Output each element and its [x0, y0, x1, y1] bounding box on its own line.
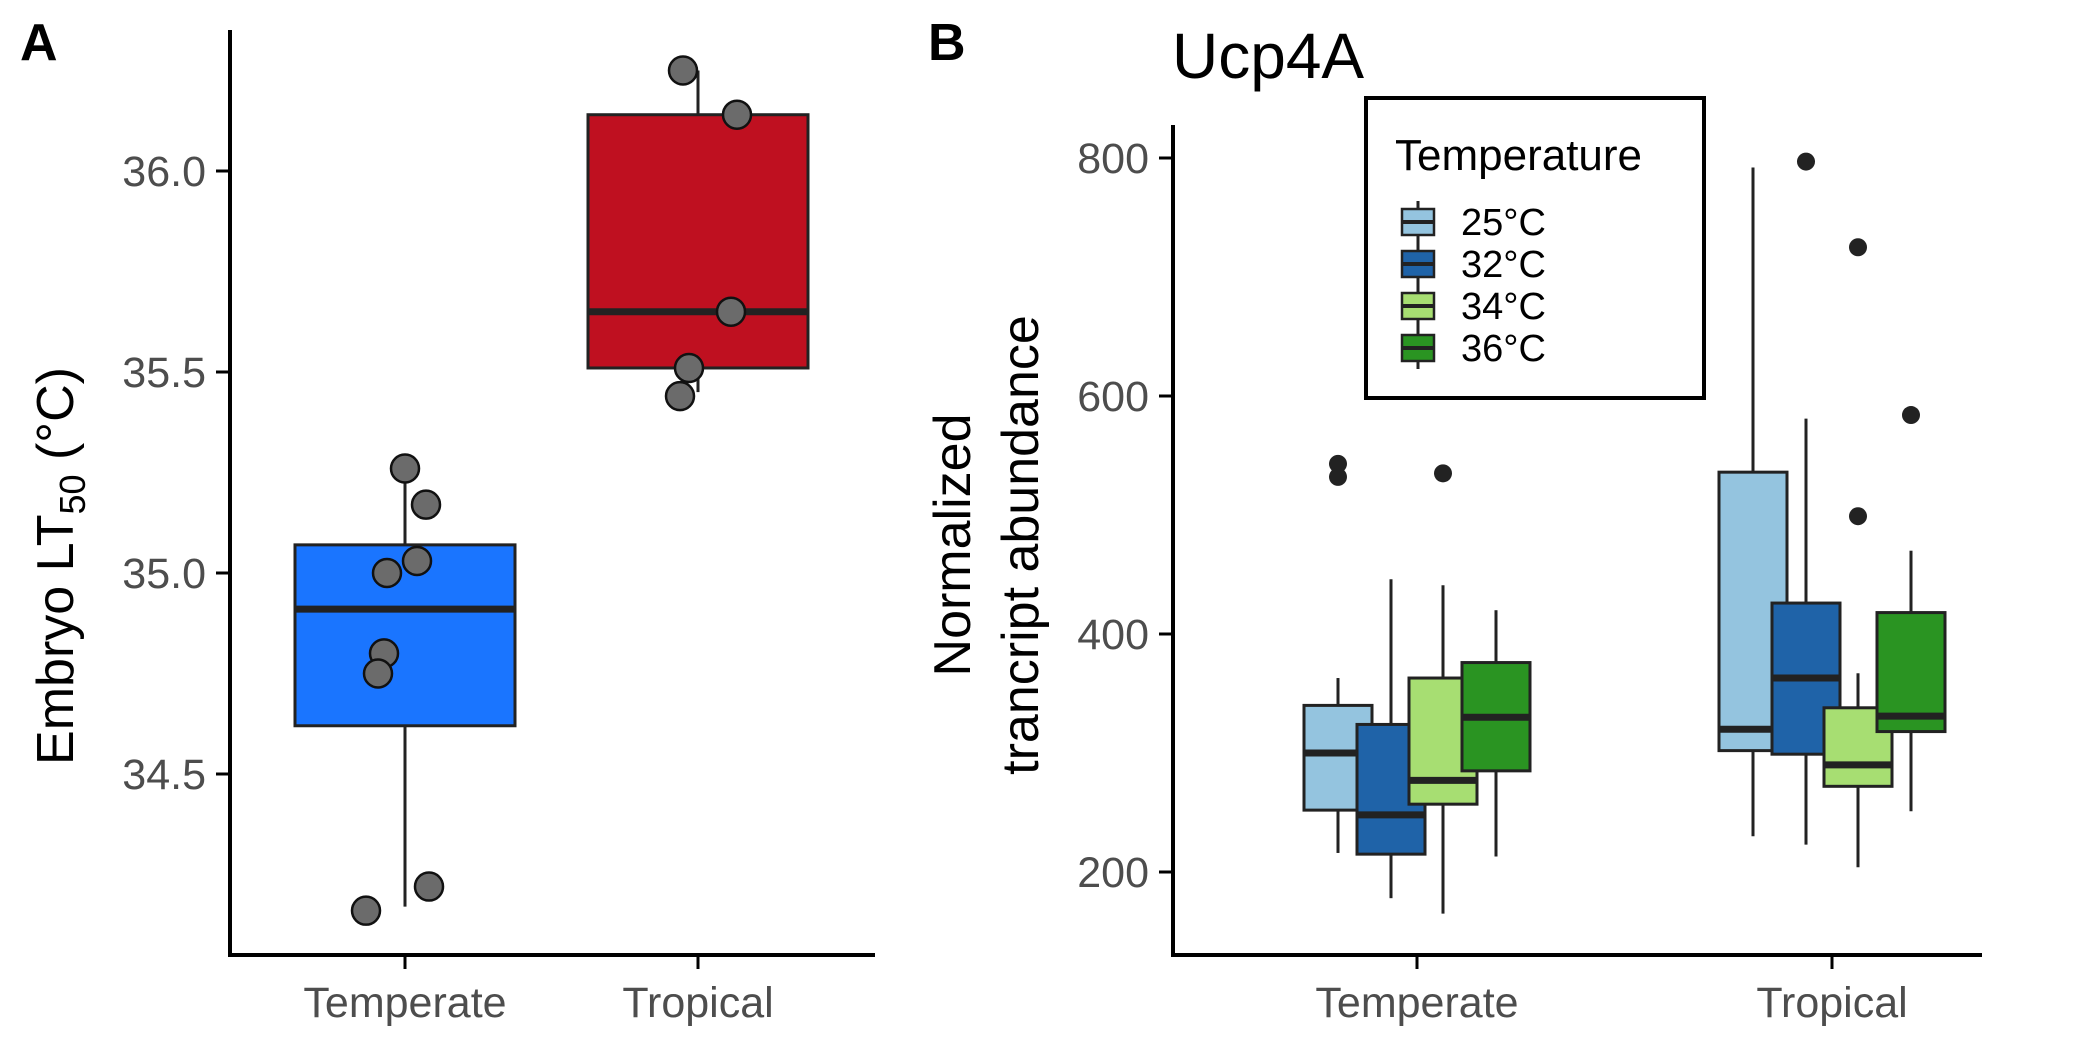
panel-a-data-point: [721, 99, 753, 130]
panel-a-data-point: [371, 557, 403, 589]
panel-b-outlier-point: [1849, 238, 1867, 257]
panel-a-y-tick-label: 36.0: [122, 148, 206, 196]
panel-a-data-point: [362, 658, 394, 689]
panel-b-y-tick-label: 600: [1077, 373, 1149, 421]
panel-b-outlier-point: [1329, 467, 1347, 486]
legend-entry-label: 36°C: [1461, 328, 1546, 370]
panel-b-y-tick-label: 400: [1077, 611, 1149, 659]
panel-b-box: [1822, 706, 1894, 788]
panel-a-data-point: [664, 380, 696, 412]
panel-a-data-point: [715, 296, 747, 327]
legend-title: Temperature: [1395, 131, 1642, 180]
panel-a-y-tick-label: 35.0: [122, 550, 206, 598]
legend-keys: 25°C32°C34°C36°C: [1400, 201, 1546, 370]
panel-a-data-point: [350, 895, 382, 926]
panel-b-outlier-point: [1902, 406, 1920, 425]
panel-a-data-point: [401, 545, 433, 577]
panel-b-outlier-point: [1329, 454, 1347, 473]
panel-a-y-title-unit: (°C): [27, 367, 85, 474]
panel-a-data-point: [389, 453, 421, 484]
panel-b-y-tick-label: 800: [1077, 135, 1149, 183]
panel-b-x-tick-label: Temperate: [1315, 979, 1518, 1027]
panel-a-box: [293, 543, 517, 728]
legend: Temperature 25°C32°C34°C36°C: [1364, 96, 1706, 400]
panel-a-data-point: [410, 489, 442, 520]
panel-b-title: Ucp4A: [1172, 20, 1364, 92]
panel-b-letter: B: [928, 14, 966, 72]
panel-b-y-tick-label: 200: [1077, 849, 1149, 897]
panel-b-outlier-point: [1434, 464, 1452, 483]
legend-entry-label: 32°C: [1461, 244, 1546, 286]
panel-a-y-title-part: Embryo LT: [27, 515, 85, 765]
panel-a-data-point: [673, 352, 705, 384]
panel-a-y-title-subscript: 50: [52, 474, 93, 514]
panel-a-y-tick-label: 35.5: [122, 349, 206, 397]
panel-a-x-tick-label: Tropical: [622, 979, 773, 1027]
panel-b-plot: 200 400 600 800 Temperate Tropical: [1077, 125, 1982, 1027]
legend-entry-label: 34°C: [1461, 286, 1546, 328]
panel-a-data-point: [667, 55, 699, 86]
panel-a-y-tick-label: 34.5: [122, 751, 206, 799]
legend-entry-label: 25°C: [1461, 202, 1546, 244]
panel-a-box: [586, 113, 810, 370]
panel-b-y-axis-title-line-1: Normalized: [924, 414, 982, 677]
panel-b-outlier-point: [1849, 507, 1867, 526]
panel-b-outlier-point: [1797, 152, 1815, 171]
panel-b-box: [1875, 611, 1947, 734]
panel-b-y-axis-title-line-2: trancript abundance: [992, 315, 1050, 775]
panel-a-plot: 34.5 35.0 35.5 36.0 Temperate Tropical: [122, 30, 875, 1027]
panel-a-y-axis-title: Embryo LT50 (°C): [27, 367, 93, 765]
panel-a-letter: A: [20, 14, 58, 72]
panel-a-x-tick-label: Temperate: [303, 979, 506, 1027]
panel-b-x-tick-label: Tropical: [1756, 979, 1907, 1027]
panel-a-data-point: [413, 871, 445, 902]
